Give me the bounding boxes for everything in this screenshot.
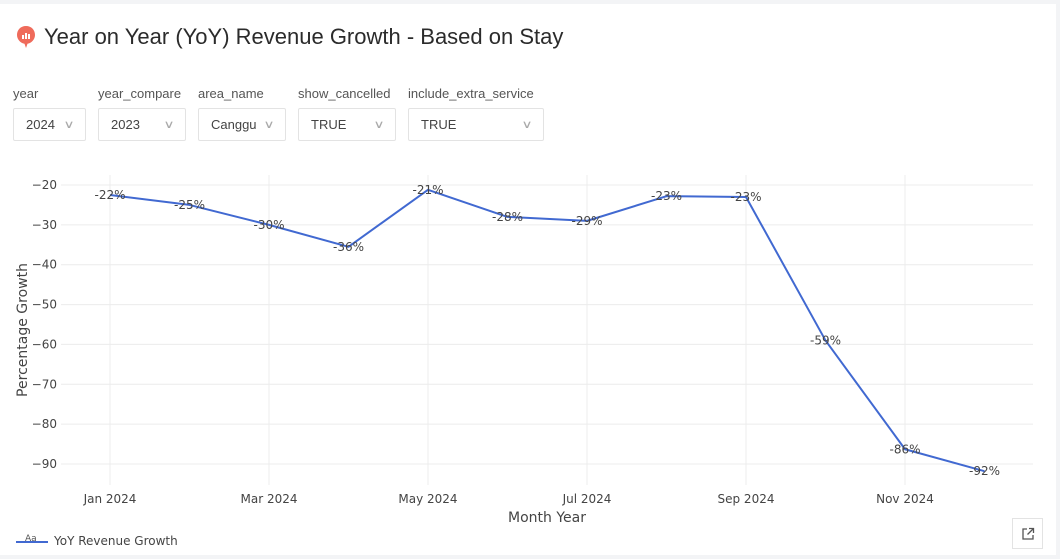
grid [61,175,1033,485]
x-axis-ticks: Jan 2024 Mar 2024 May 2024 Jul 2024 Sep 2024… [83,492,934,506]
chevron-down-icon: ∨ [263,119,275,131]
filter-label: year [13,86,39,101]
y-tick-label: −70 [32,377,57,391]
select-value: 2024 [26,117,55,132]
y-tick-label: −50 [32,298,57,312]
x-axis-title: Month Year [508,510,586,526]
legend-swatch-text: Aa [25,534,37,544]
filter-show-cancelled: show_cancelled TRUE ∨ [298,86,396,141]
filter-label: area_name [198,86,264,101]
legend-label: YoY Revenue Growth [54,534,178,548]
y-axis-title: Percentage Growth [15,263,31,397]
filter-label: year_compare [98,86,182,101]
data-label: -92% [969,464,1000,478]
filter-area-name: area_name Canggu ∨ [198,86,286,141]
select-value: TRUE [421,117,457,132]
chart-bubble-icon [17,26,35,48]
chevron-down-icon: ∨ [521,119,533,131]
data-label: -36% [333,240,364,254]
legend[interactable]: Aa YoY Revenue Growth [16,534,178,548]
data-label: -25% [174,198,205,212]
x-tick-label: Sep 2024 [718,492,775,506]
include-extra-service-select[interactable]: TRUE ∨ [408,108,544,141]
data-label: -21% [412,183,443,197]
data-label: -29% [571,214,602,228]
data-label: -28% [492,210,523,224]
y-axis-ticks: −20 −30 −40 −50 −60 −70 −80 −90 [32,178,57,471]
line-chart: −20 −30 −40 −50 −60 −70 −80 −90 Jan 2024 Mar 202… [15,175,1033,526]
select-value: 2023 [111,117,140,132]
y-tick-label: −90 [32,457,57,471]
y-tick-label: −30 [32,218,57,232]
legend-swatch: Aa [16,534,48,547]
data-label: -22% [94,188,125,202]
data-label: -23% [730,190,761,204]
x-tick-label: May 2024 [398,492,457,506]
filter-include-extra-service: include_extra_service TRUE ∨ [408,86,544,141]
year-compare-select[interactable]: 2023 ∨ [98,108,186,141]
series-line [109,188,985,473]
chevron-down-icon: ∨ [63,119,75,131]
filter-year-compare: year_compare 2023 ∨ [98,86,186,141]
select-value: Canggu [211,117,257,132]
x-tick-label: Jul 2024 [562,492,612,506]
data-label: -30% [253,218,284,232]
data-label: -86% [889,442,920,456]
chevron-down-icon: ∨ [163,119,175,131]
select-value: TRUE [311,117,347,132]
x-tick-label: Nov 2024 [876,492,934,506]
year-select[interactable]: 2024 ∨ [13,108,86,141]
y-tick-label: −40 [32,258,57,272]
data-label: -59% [810,333,841,347]
show-cancelled-select[interactable]: TRUE ∨ [298,108,396,141]
series-yoy-revenue-growth [109,188,985,473]
filter-label: include_extra_service [408,86,534,101]
chart-card: Year on Year (YoY) Revenue Growth - Base… [0,4,1056,555]
y-tick-label: −60 [32,337,57,351]
filter-year: year 2024 ∨ [13,86,86,141]
header: Year on Year (YoY) Revenue Growth - Base… [16,24,563,50]
export-button[interactable] [1012,518,1043,549]
data-labels: -22% -25% -30% -36% -21% -28% -29% -23% -23% -59%… [94,183,1000,478]
external-link-icon [1021,527,1034,540]
filter-label: show_cancelled [298,86,391,101]
x-tick-label: Mar 2024 [241,492,298,506]
area-name-select[interactable]: Canggu ∨ [198,108,286,141]
page-title: Year on Year (YoY) Revenue Growth - Base… [44,24,564,49]
data-label: -23% [651,189,682,203]
y-tick-label: −20 [32,178,57,192]
x-tick-label: Jan 2024 [83,492,137,506]
chevron-down-icon: ∨ [373,119,385,131]
y-tick-label: −80 [32,417,57,431]
